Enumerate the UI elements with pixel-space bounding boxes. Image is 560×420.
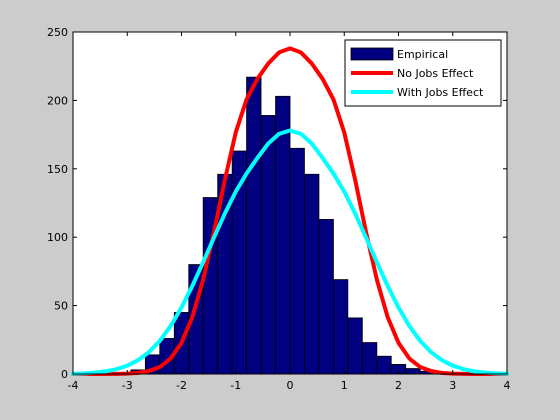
x-tick-label: -2 bbox=[176, 379, 187, 392]
histogram-bar bbox=[246, 76, 262, 375]
histogram-bar bbox=[347, 317, 363, 375]
x-tick-label: 0 bbox=[287, 379, 294, 392]
histogram-bar bbox=[289, 147, 305, 375]
histogram-bar bbox=[304, 173, 320, 375]
no-jobs-effect-line bbox=[71, 46, 509, 376]
legend-label: Empirical bbox=[397, 48, 448, 61]
y-tick-label: 200 bbox=[47, 94, 68, 107]
y-tick-label: 250 bbox=[47, 26, 68, 39]
legend-label: No Jobs Effect bbox=[397, 67, 474, 80]
histogram-bars bbox=[115, 76, 450, 375]
histogram-bar bbox=[260, 115, 276, 375]
legend-label: With Jobs Effect bbox=[397, 86, 484, 99]
histogram-bar bbox=[405, 368, 421, 375]
density-curves bbox=[71, 46, 509, 376]
x-tick-label: 3 bbox=[449, 379, 456, 392]
legend-swatch-empirical bbox=[350, 47, 394, 61]
histogram-bar bbox=[275, 95, 291, 375]
with-jobs-effect-line bbox=[71, 128, 509, 376]
x-tick-label: 4 bbox=[504, 379, 511, 392]
x-tick-label: 2 bbox=[395, 379, 402, 392]
x-tick-label: -1 bbox=[230, 379, 241, 392]
histogram-bar bbox=[361, 342, 378, 375]
histogram-bar bbox=[332, 279, 349, 375]
y-tick-label: 50 bbox=[54, 300, 68, 313]
y-tick-label: 150 bbox=[47, 163, 68, 176]
histogram-bar bbox=[318, 219, 334, 375]
legend: Empirical No Jobs Effect With Jobs Effect bbox=[344, 39, 502, 107]
x-tick-label: -3 bbox=[122, 379, 133, 392]
histogram-bar bbox=[376, 355, 392, 375]
y-tick-label: 0 bbox=[61, 368, 68, 381]
x-tick-label: -4 bbox=[68, 379, 79, 392]
y-tick-label: 100 bbox=[47, 231, 68, 244]
x-tick-label: 1 bbox=[341, 379, 348, 392]
axes: -4 -3 -2 -1 0 1 2 3 4 0 50 100 150 200 250 bbox=[47, 26, 511, 392]
